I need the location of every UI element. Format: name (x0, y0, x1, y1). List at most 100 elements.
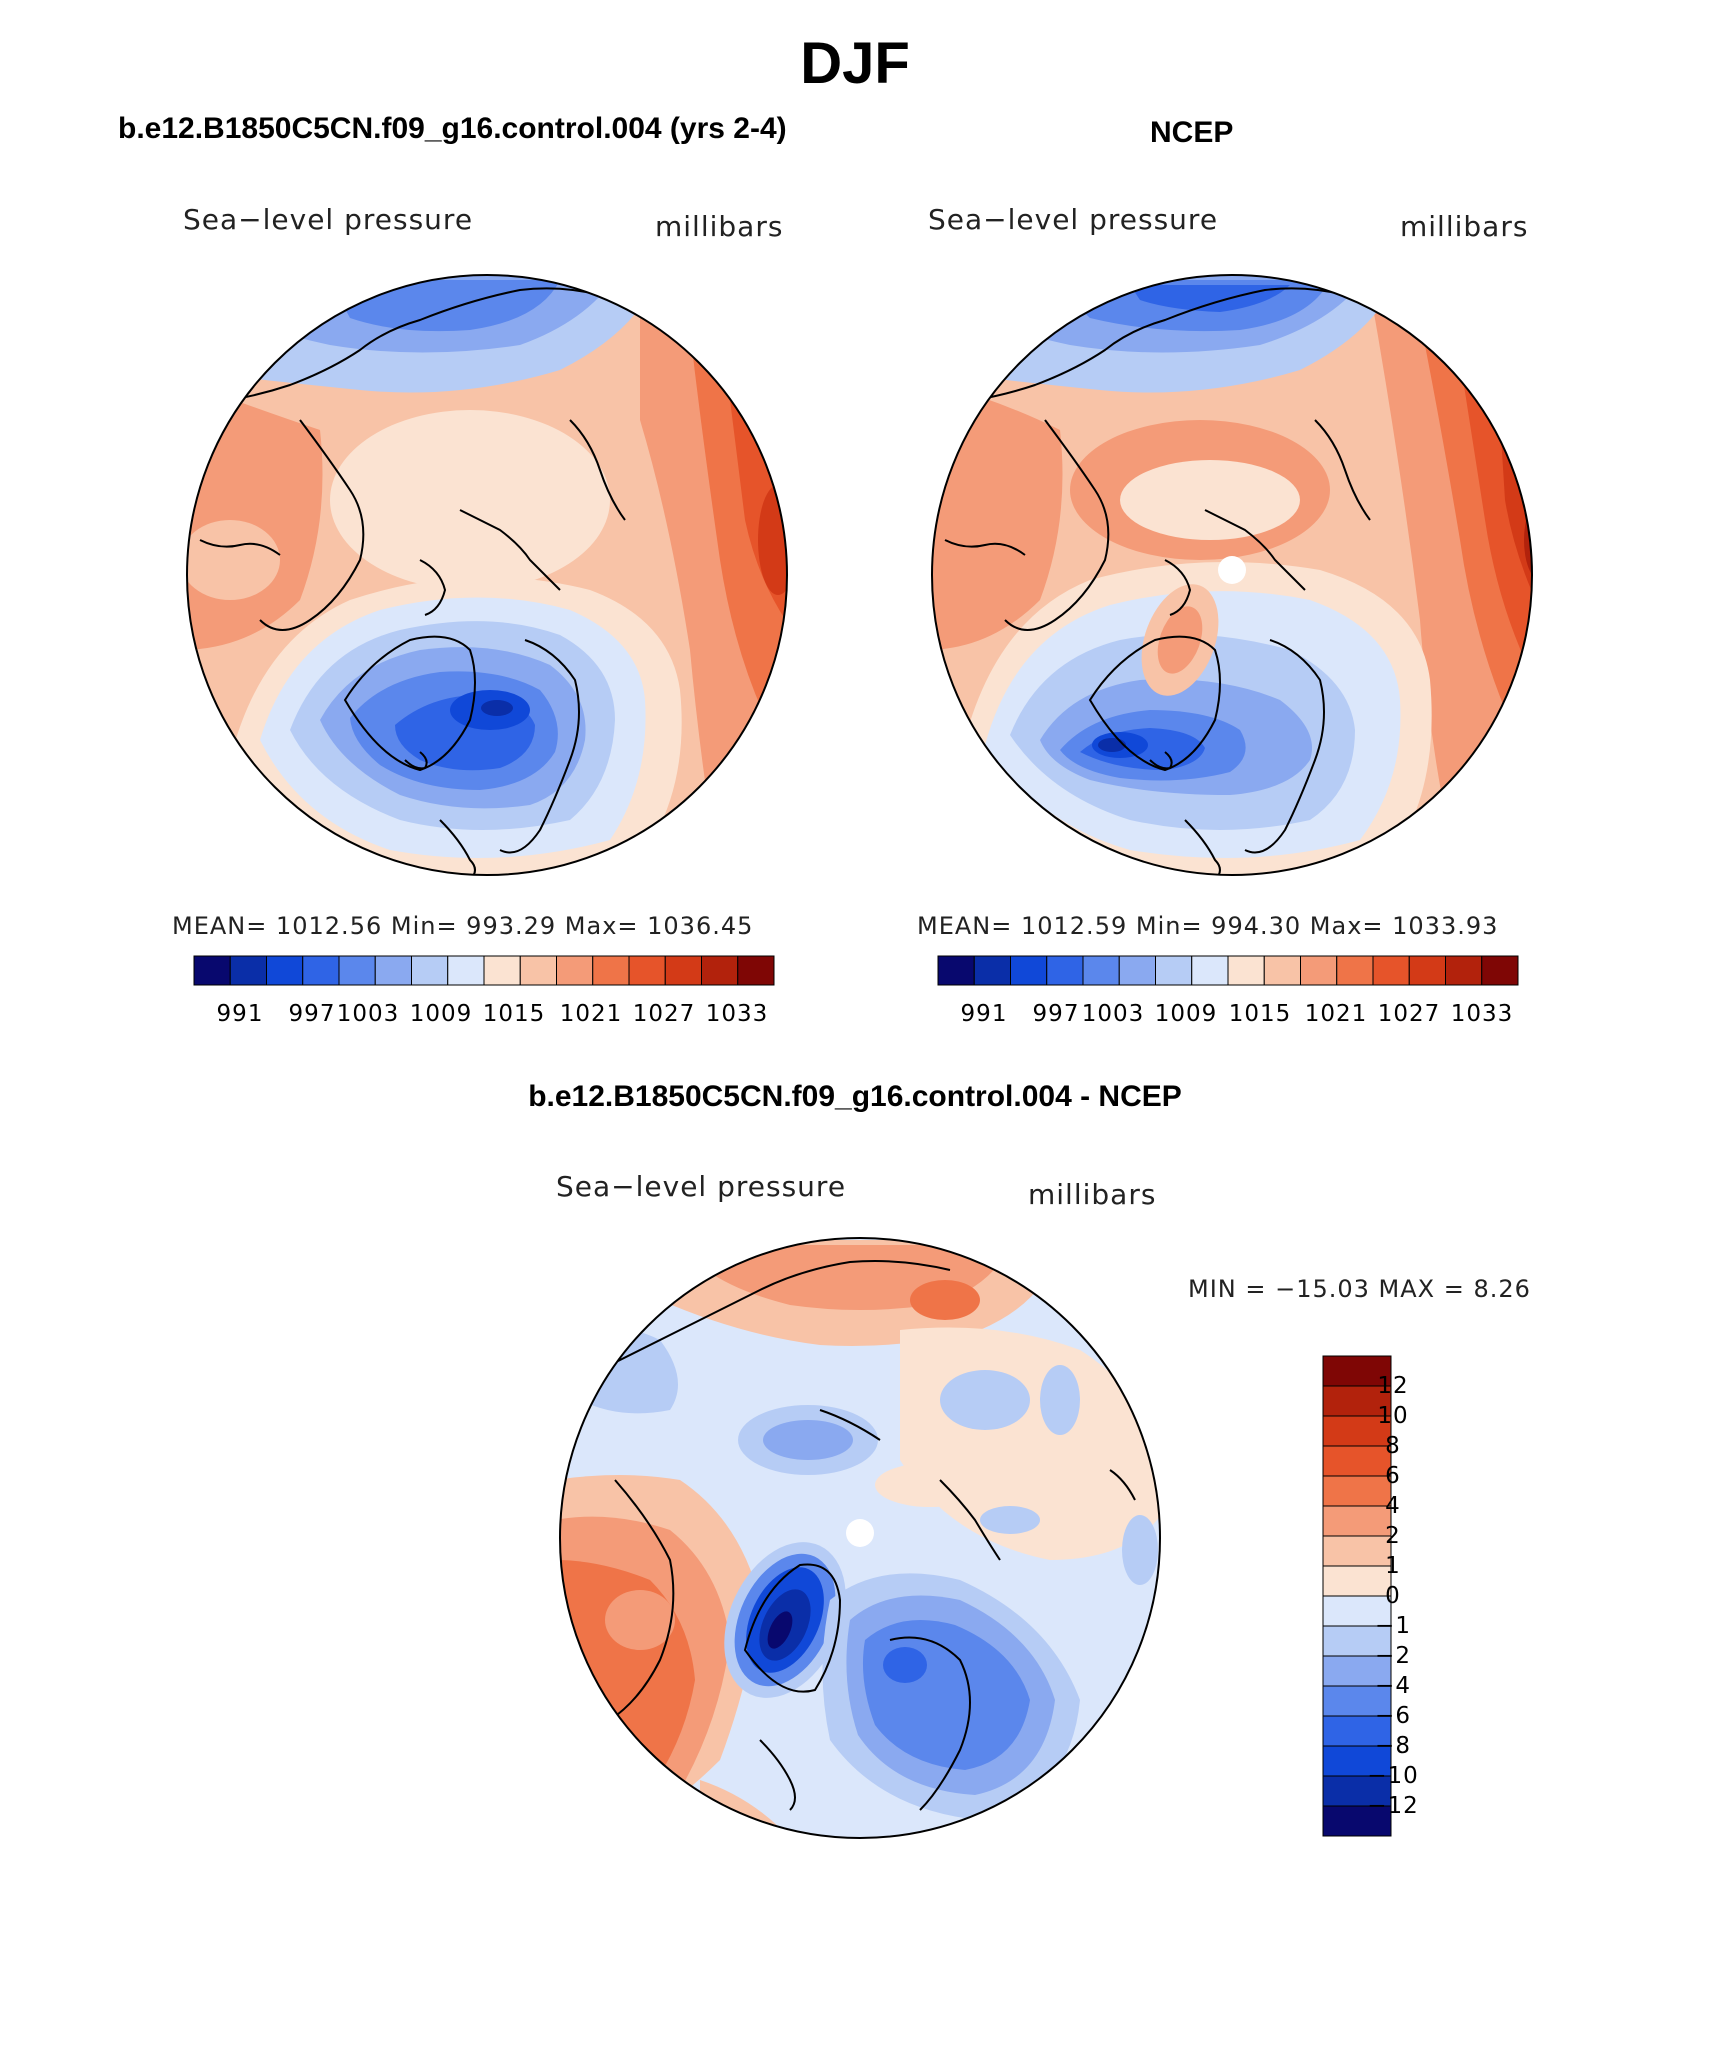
cb-label: −8 (1375, 1733, 1411, 1759)
stats-ncep: MEAN= 1012.59 Min= 994.30 Max= 1033.93 (917, 912, 1499, 940)
colorbar-swatch (1010, 955, 1048, 986)
colorbar-model (193, 955, 775, 986)
colorbar-swatch (447, 955, 485, 986)
cb-label: 1009 (1155, 1001, 1218, 1027)
colorbar-swatch (973, 955, 1011, 986)
colorbar-swatch (556, 955, 594, 986)
cb-label: −12 (1367, 1793, 1419, 1819)
colorbar-swatch (1322, 1505, 1392, 1537)
colorbar-swatch (1322, 1535, 1392, 1567)
cb-label: 1021 (560, 1001, 623, 1027)
colorbar-swatch (1408, 955, 1446, 986)
cb-label: 8 (1385, 1433, 1401, 1459)
colorbar-swatch (519, 955, 557, 986)
colorbar-labels-difference: 12 10 8 6 4 2 1 0 −1 −2 −4 −6 −8 −10 −12 (1367, 1373, 1419, 1819)
stats-model: MEAN= 1012.56 Min= 993.29 Max= 1036.45 (172, 912, 754, 940)
cb-label: −2 (1375, 1643, 1411, 1669)
cb-label: 1009 (410, 1001, 473, 1027)
cb-label: 1003 (337, 1001, 400, 1027)
cb-label: 10 (1377, 1403, 1408, 1429)
colorbar-swatch (592, 955, 630, 986)
colorbar-swatch (737, 955, 775, 986)
colorbar-swatch (411, 955, 449, 986)
colorbar-swatch (1481, 955, 1519, 986)
colorbar-swatch (266, 955, 304, 986)
colorbar-swatch (664, 955, 702, 986)
colorbar-swatch (937, 955, 975, 986)
cb-label: 6 (1385, 1463, 1401, 1489)
cb-label: −1 (1375, 1613, 1411, 1639)
cb-label: 1033 (706, 1001, 769, 1027)
colorbar-swatch (1046, 955, 1084, 986)
colorbar-swatch (1322, 1355, 1392, 1387)
colorbar-swatch (1191, 955, 1229, 986)
colorbar-swatch (1227, 955, 1265, 986)
map-model (186, 274, 788, 876)
cb-label: 12 (1377, 1373, 1408, 1399)
cb-label: 4 (1385, 1493, 1401, 1519)
colorbar-swatch (483, 955, 521, 986)
map-ncep (931, 274, 1533, 876)
colorbar-swatch (1322, 1715, 1392, 1747)
cb-label: −10 (1367, 1763, 1419, 1789)
cb-label: 991 (217, 1001, 264, 1027)
colorbar-swatch (1322, 1775, 1392, 1807)
colorbar-swatch (628, 955, 666, 986)
colorbar-ncep (937, 955, 1519, 986)
colorbar-swatch (193, 955, 231, 986)
colorbar-swatch (1322, 1475, 1392, 1507)
colorbar-swatch (1322, 1685, 1392, 1717)
cb-label: 1021 (1305, 1001, 1368, 1027)
colorbar-swatch (1445, 955, 1483, 986)
colorbar-swatch (701, 955, 739, 986)
colorbar-swatch (1322, 1385, 1392, 1417)
variable-label-model: Sea−level pressure (183, 203, 474, 236)
cb-label: 1033 (1451, 1001, 1514, 1027)
colorbar-swatch (302, 955, 340, 986)
units-label-difference: millibars (1028, 1178, 1157, 1211)
variable-label-difference: Sea−level pressure (556, 1170, 847, 1203)
cb-label: 1027 (633, 1001, 696, 1027)
cb-label: 1015 (1229, 1001, 1292, 1027)
cb-label: −4 (1375, 1673, 1411, 1699)
coastlines-difference (599, 1260, 1136, 1811)
panel-title-model: b.e12.B1850C5CN.f09_g16.control.004 (yrs… (118, 112, 787, 145)
colorbar-swatch (1082, 955, 1120, 986)
units-label-model: millibars (655, 210, 784, 243)
colorbar-swatch (1322, 1415, 1392, 1447)
cb-label: 1015 (483, 1001, 546, 1027)
colorbar-swatch (338, 955, 376, 986)
panel-title-difference: b.e12.B1850C5CN.f09_g16.control.004 - NC… (528, 1080, 1182, 1113)
cb-label: 991 (961, 1001, 1008, 1027)
cb-label: 1027 (1378, 1001, 1441, 1027)
colorbar-swatch (1322, 1655, 1392, 1687)
colorbar-difference (1322, 1355, 1392, 1837)
colorbar-swatch (1336, 955, 1374, 986)
panel-title-ncep: NCEP (1150, 116, 1234, 149)
cb-label: 1 (1385, 1553, 1401, 1579)
colorbar-swatch (1322, 1565, 1392, 1597)
colorbar-swatch (229, 955, 267, 986)
cb-label: 997 (1033, 1001, 1080, 1027)
cb-label: 0 (1385, 1583, 1401, 1609)
cb-label: −6 (1375, 1703, 1411, 1729)
colorbar-swatch (1263, 955, 1301, 986)
colorbar-swatch (1155, 955, 1193, 986)
colorbar-swatch (1118, 955, 1156, 986)
colorbar-swatch (1322, 1445, 1392, 1477)
colorbar-swatch (1300, 955, 1338, 986)
variable-label-ncep: Sea−level pressure (928, 203, 1219, 236)
cb-label: 1003 (1082, 1001, 1145, 1027)
colorbar-swatch (1322, 1595, 1392, 1627)
cb-label: 2 (1385, 1523, 1401, 1549)
cb-label: 997 (289, 1001, 336, 1027)
colorbar-swatch (1372, 955, 1410, 986)
units-label-ncep: millibars (1400, 210, 1529, 243)
colorbar-labels-ncep: 991 997 1003 1009 1015 1021 1027 1033 (961, 1001, 1514, 1027)
colorbar-labels-model: 991 997 1003 1009 1015 1021 1027 1033 (217, 1001, 769, 1027)
stats-difference: MIN = −15.03 MAX = 8.26 (1188, 1275, 1531, 1303)
figure-title: DJF (800, 31, 910, 96)
colorbar-swatch (374, 955, 412, 986)
map-difference (559, 1237, 1161, 1839)
